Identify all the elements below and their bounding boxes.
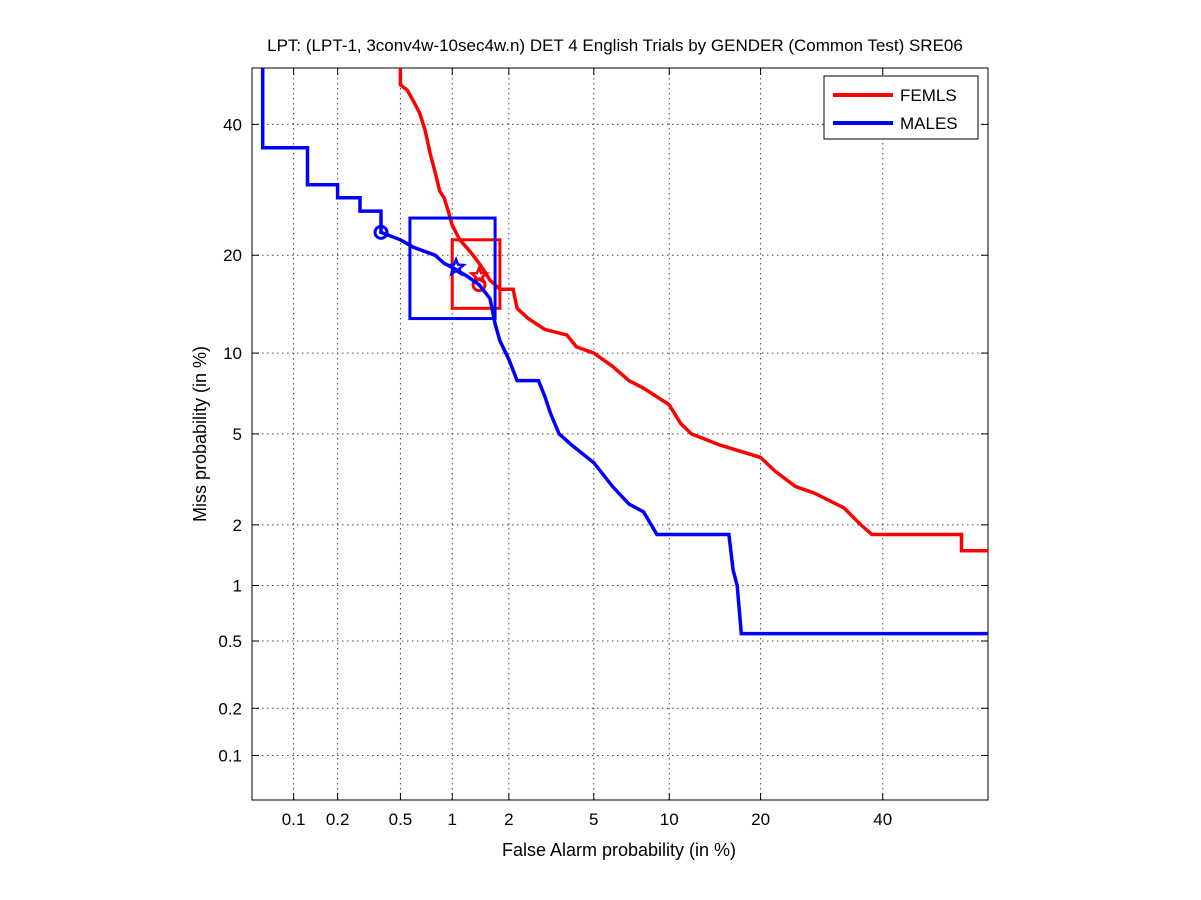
x-tick-label: 0.1 — [282, 810, 306, 829]
x-axis-title: False Alarm probability (in %) — [502, 840, 736, 860]
legend: FEMLS MALES — [823, 75, 979, 140]
x-tick-label: 10 — [660, 810, 679, 829]
min-dcf-marker-males — [373, 224, 389, 240]
x-tick-label: 40 — [873, 810, 892, 829]
series-femls — [398, 68, 988, 553]
y-tick-label: 10 — [223, 344, 242, 363]
y-tick-label: 40 — [223, 115, 242, 134]
x-tick-label: 1 — [448, 810, 457, 829]
legend-label-males: MALES — [900, 114, 958, 133]
actual-dcf-marker-femls — [468, 264, 490, 286]
y-tick-label: 0.5 — [218, 632, 242, 651]
y-tick-label: 20 — [223, 246, 242, 265]
y-ticks: 0.1 0.2 0.5 1 2 5 10 20 40 — [218, 115, 988, 765]
series-layer — [260, 68, 988, 636]
confidence-box-males — [408, 216, 497, 321]
min-dcf-marker-center-males — [379, 230, 383, 235]
det-curve-femls — [398, 68, 988, 553]
det-curve-males — [260, 68, 988, 636]
chart-title: LPT: (LPT-1, 3conv4w-10sec4w.n) DET 4 En… — [267, 36, 963, 55]
x-tick-label: 5 — [589, 810, 598, 829]
series-males — [260, 68, 988, 636]
legend-label-femls: FEMLS — [900, 86, 957, 105]
legend-box — [823, 75, 979, 140]
y-tick-label: 1 — [233, 577, 242, 596]
gridlines — [252, 68, 988, 800]
y-axis-title: Miss probability (in %) — [190, 346, 210, 522]
x-tick-label: 2 — [504, 810, 513, 829]
x-tick-label: 0.5 — [389, 810, 413, 829]
y-tick-label: 5 — [233, 425, 242, 444]
x-tick-label: 0.2 — [326, 810, 350, 829]
x-ticks: 0.1 0.2 0.5 1 2 5 10 20 40 — [282, 68, 892, 829]
y-tick-label: 2 — [233, 516, 242, 535]
x-tick-label: 20 — [751, 810, 770, 829]
y-tick-label: 0.1 — [218, 746, 242, 765]
actual-dcf-marker-males — [445, 255, 467, 277]
y-tick-label: 0.2 — [218, 699, 242, 718]
